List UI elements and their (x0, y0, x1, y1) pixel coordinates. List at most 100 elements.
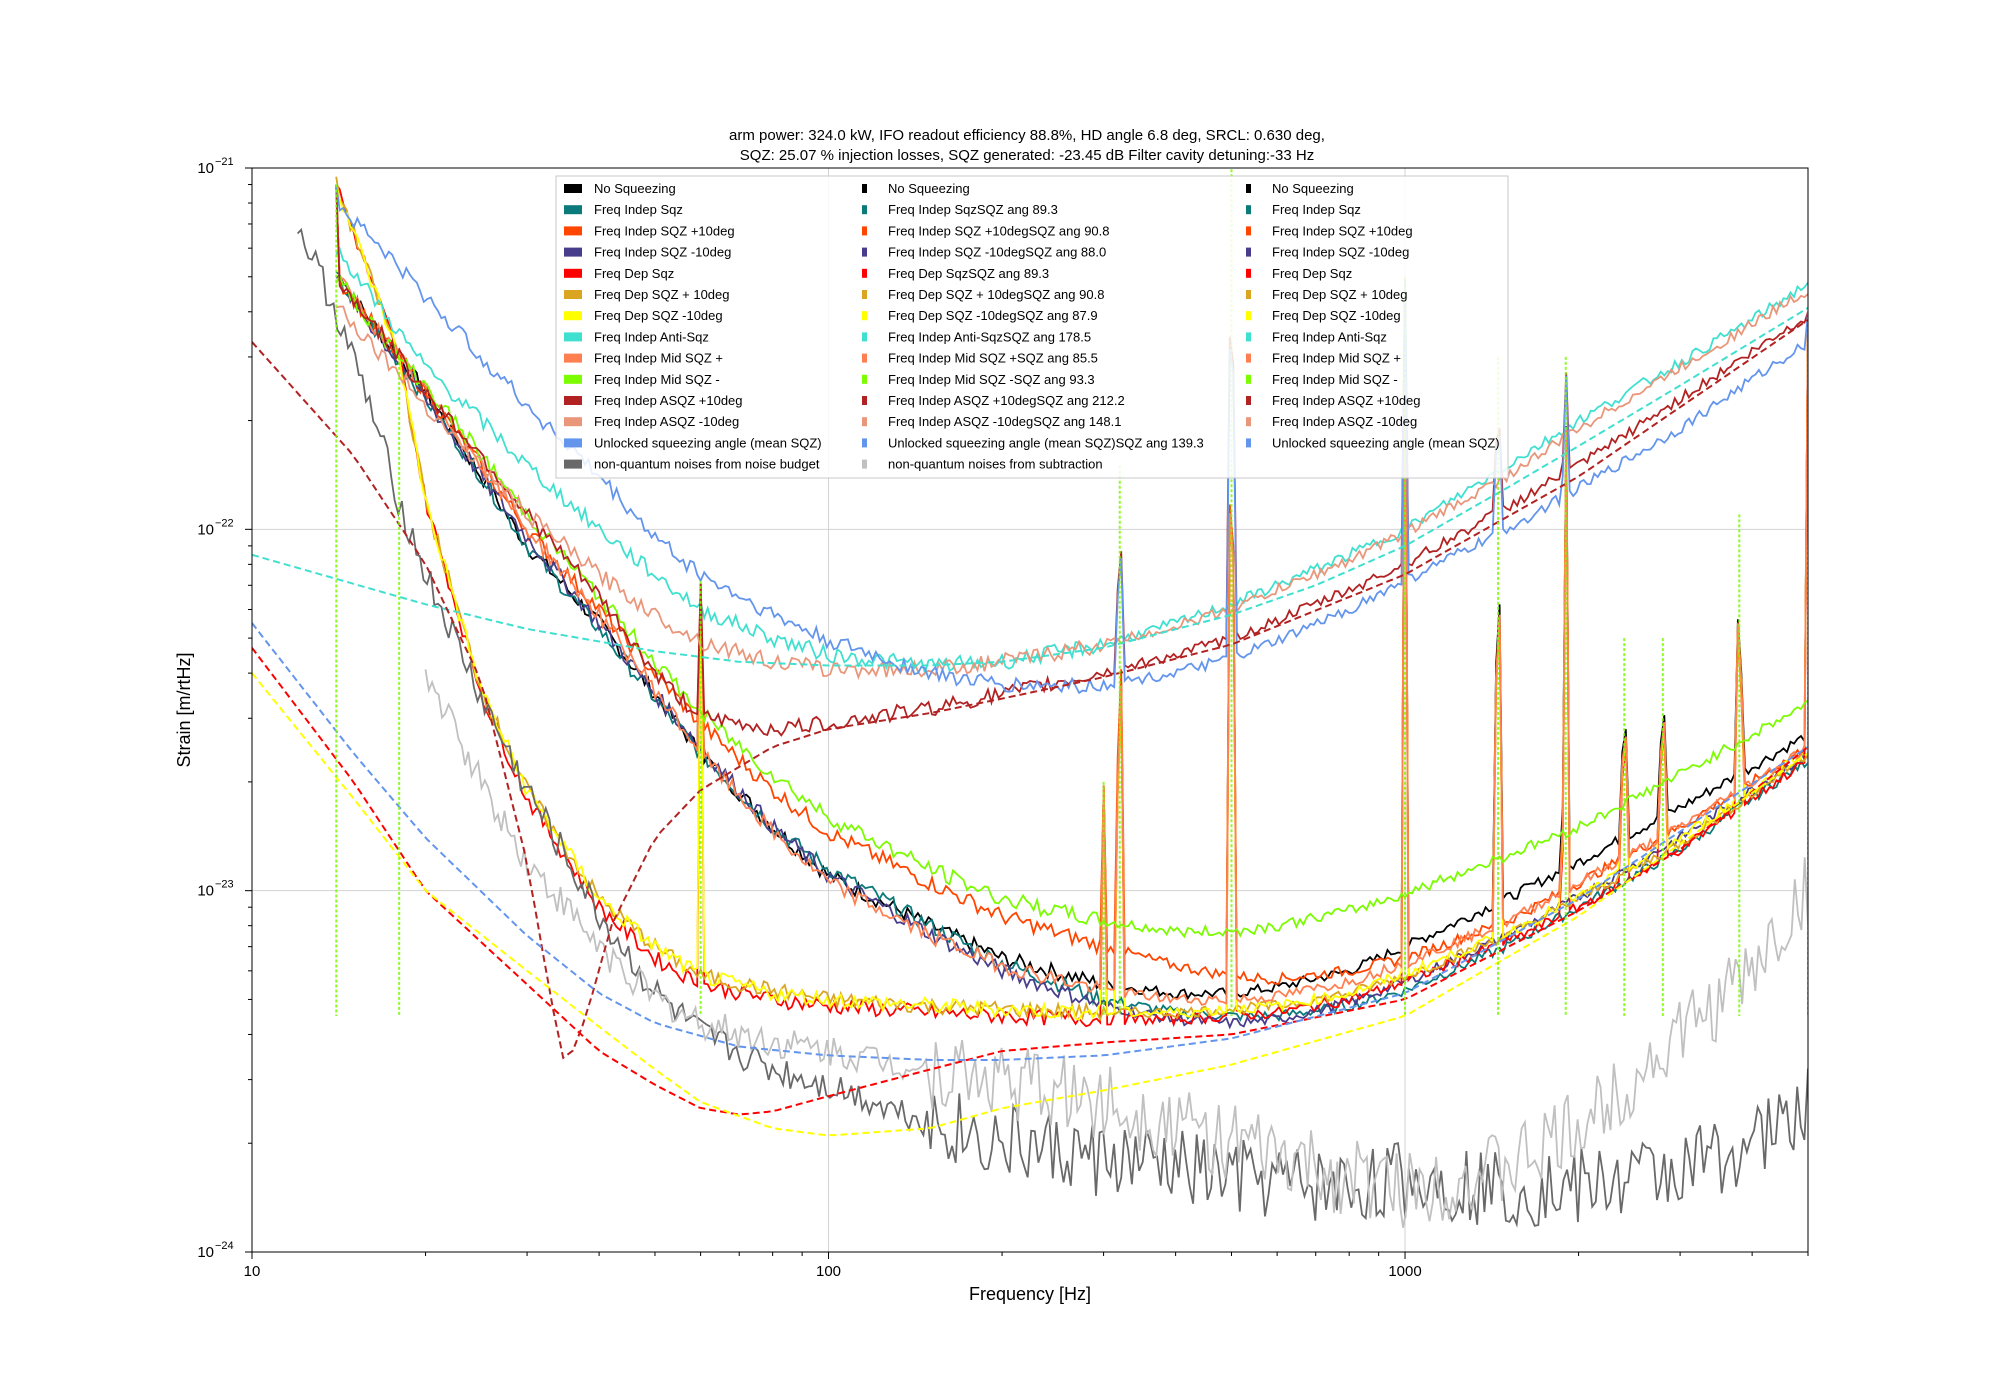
legend-marker (862, 205, 867, 215)
legend-marker (862, 353, 867, 363)
legend-marker (564, 417, 582, 427)
series-line-freq-dep-sqz-10deg-model (252, 672, 1808, 1137)
legend-entry-label: Freq Indep SQZ +10deg (594, 223, 735, 238)
y-tick-exponent: −22 (215, 517, 234, 529)
x-axis-label: Frequency [Hz] (969, 1284, 1091, 1304)
legend-entry-label: Freq Indep Sqz (1272, 202, 1361, 217)
legend-entry-label: Freq Indep Mid SQZ +SQZ ang 85.5 (888, 351, 1098, 366)
legend-marker (1246, 226, 1251, 236)
legend-marker (564, 247, 582, 257)
legend-marker (862, 268, 867, 278)
legend-entry-label: Freq Indep Mid SQZ + (594, 351, 723, 366)
series-line-freq-dep-sqz-model (252, 647, 1808, 1116)
legend-entry-label: Freq Indep SQZ -10deg (1272, 245, 1409, 260)
y-tick-label: 10 (197, 1244, 214, 1261)
legend-entry-label: non-quantum noises from subtraction (888, 457, 1103, 472)
legend-entry-label: Unlocked squeezing angle (mean SQZ)SQZ a… (888, 435, 1204, 450)
y-tick-exponent: −23 (215, 879, 234, 891)
series-line-freq-dep-sqz-10deg (335, 176, 1808, 1022)
legend-marker (862, 247, 867, 257)
legend-marker (1246, 290, 1251, 299)
chart-title-line-1: arm power: 324.0 kW, IFO readout efficie… (729, 127, 1325, 144)
series-line-non-quantum-noises-from-noise-budget (296, 227, 1808, 1228)
legend-marker (862, 438, 867, 448)
series-line-freq-indep-asqz-10deg-model (252, 318, 1808, 1060)
legend-marker (1246, 332, 1251, 342)
legend-marker (564, 374, 582, 384)
legend-marker (564, 353, 582, 363)
y-tick-exponent: −24 (215, 1240, 234, 1252)
legend-entry-label: Freq Dep Sqz (594, 266, 674, 281)
legend-box (555, 175, 1509, 479)
legend-entry-label: Freq Indep ASQZ -10deg (594, 414, 739, 429)
plot-frame (251, 167, 1809, 1253)
legend-marker (1246, 353, 1251, 363)
legend-entry-label: Freq Dep SQZ -10deg (594, 308, 723, 323)
legend-marker (564, 396, 582, 405)
legend-entry-label: Freq Dep SQZ + 10degSQZ ang 90.8 (888, 287, 1104, 302)
legend-marker (1246, 205, 1251, 215)
legend-entry-label: Freq Dep SQZ + 10deg (594, 287, 730, 302)
legend-entry-label: Freq Indep ASQZ -10deg (1272, 414, 1417, 429)
legend-entry-label: Freq Indep Mid SQZ - (1272, 372, 1398, 387)
x-tick-label: 100 (816, 1263, 841, 1280)
legend-marker (564, 226, 582, 236)
legend-entry-label: Freq Dep Sqz (1272, 266, 1352, 281)
legend-entry-label: Freq Dep SQZ -10deg (1272, 308, 1401, 323)
legend-marker (862, 290, 867, 299)
legend-entry-label: Freq Indep SQZ +10deg (1272, 223, 1413, 238)
legend-entry-label: No Squeezing (1272, 181, 1354, 196)
legend-marker (862, 396, 867, 405)
legend-entry-label: non-quantum noises from noise budget (594, 457, 820, 472)
legend-entry-label: Freq Indep Mid SQZ - (594, 372, 720, 387)
legend-entry-label: Freq Indep Anti-Sqz (594, 329, 709, 344)
legend-marker (1246, 417, 1251, 427)
legend-marker (1246, 268, 1251, 278)
y-tick-label: 10 (197, 883, 214, 900)
legend-entry-label: Freq Indep Mid SQZ -SQZ ang 93.3 (888, 372, 1095, 387)
legend-marker (862, 417, 867, 427)
legend-entry-label: Freq Indep Anti-Sqz (1272, 329, 1387, 344)
legend-entry-label: Freq Indep Mid SQZ + (1272, 351, 1401, 366)
series-line-freq-indep-mid-sqz- (335, 184, 1808, 1006)
legend-entry-label: Freq Indep ASQZ +10deg (1272, 393, 1421, 408)
y-tick-exponent: −21 (215, 156, 234, 168)
legend-marker (564, 205, 582, 215)
legend-entry-label: Freq Indep SQZ +10degSQZ ang 90.8 (888, 223, 1110, 238)
series-line-freq-indep-sqz (335, 271, 1808, 1022)
legend-entry-label: Unlocked squeezing angle (mean SQZ) (1272, 435, 1500, 450)
legend-marker (1246, 184, 1251, 193)
legend-marker (1246, 247, 1251, 257)
series-line-non-quantum-noises-from-subtraction (424, 669, 1808, 1228)
legend-entry-label: No Squeezing (594, 181, 676, 196)
legend-marker (1246, 311, 1251, 321)
legend-marker (564, 268, 582, 278)
legend-marker (862, 374, 867, 384)
legend-marker (564, 184, 582, 193)
series-line-freq-indep-asqz-10deg (335, 293, 1808, 681)
legend-entry-label: Freq Dep SqzSQZ ang 89.3 (888, 266, 1049, 281)
legend-entry-label: No Squeezing (888, 181, 970, 196)
legend-entry-label: Freq Indep Sqz (594, 202, 683, 217)
legend-marker (1246, 396, 1251, 405)
legend-marker (862, 459, 867, 469)
legend-entry-label: Freq Indep Anti-SqzSQZ ang 178.5 (888, 329, 1091, 344)
chart-title: arm power: 324.0 kW, IFO readout efficie… (729, 127, 1325, 164)
legend-entry-label: Freq Indep ASQZ +10deg (594, 393, 743, 408)
legend-entry-label: Freq Indep ASQZ +10degSQZ ang 212.2 (888, 393, 1125, 408)
legend-marker (564, 311, 582, 321)
legend-marker (862, 184, 867, 193)
legend-entry-label: Freq Indep SQZ -10deg (594, 245, 731, 260)
legend-entry-label: Freq Indep SQZ -10degSQZ ang 88.0 (888, 245, 1106, 260)
series-line-freq-indep-anti-sqz-model (252, 307, 1808, 667)
legend-entry-label: Freq Dep SQZ + 10deg (1272, 287, 1408, 302)
x-tick-label: 1000 (1388, 1263, 1421, 1280)
legend-entry-label: Freq Indep SqzSQZ ang 89.3 (888, 202, 1058, 217)
series-line-unlocked-squeezing-angle-mean-sqz--model (252, 622, 1808, 1061)
legend-entry-label: Unlocked squeezing angle (mean SQZ) (594, 435, 822, 450)
legend-marker (1246, 438, 1251, 448)
legend-marker (564, 438, 582, 448)
legend-marker (862, 332, 867, 342)
legend-marker (862, 226, 867, 236)
